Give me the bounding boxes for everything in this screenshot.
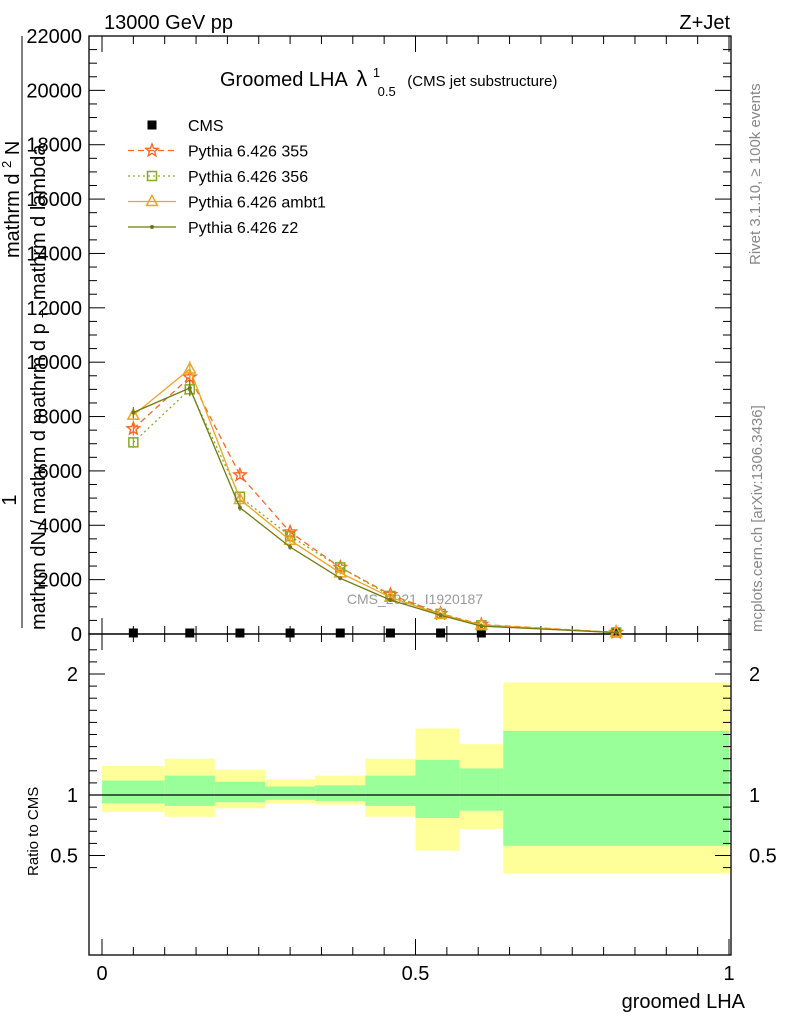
data-point: [288, 545, 293, 550]
data-point: [147, 120, 157, 130]
y-tick-label: 0: [71, 624, 82, 646]
title-symbol: λ: [356, 66, 367, 91]
x-axis-label: groomed LHA: [622, 991, 746, 1013]
data-point: [388, 598, 393, 603]
y-tick-label: 14000: [26, 243, 82, 265]
y-tick-label: 12000: [26, 298, 82, 320]
legend-label: Pythia 6.426 355: [188, 144, 308, 161]
data-point: [126, 407, 141, 420]
data-point: [183, 361, 197, 374]
ratio-band-inner-7: [459, 768, 504, 811]
data-point: [479, 624, 484, 629]
energy-label: 13000 GeV pp: [104, 12, 233, 34]
y-tick-label: 16000: [26, 189, 82, 211]
y-tick-label: 20000: [26, 80, 82, 102]
analysis-watermark: CMS_2021_I1920187: [347, 591, 483, 607]
ylabel-one: 1: [0, 494, 21, 505]
y-tick-label: 4000: [38, 515, 83, 537]
ratio-band-inner-8: [503, 730, 729, 846]
ratio-y-tick-label-right: 0.5: [749, 846, 777, 868]
rivet-label: Rivet 3.1.10, ≥ 100k events: [747, 83, 764, 265]
legend-entry-1: Pythia 6.426 355: [128, 142, 308, 161]
data-point: [232, 466, 248, 482]
ratio-y-label: Ratio to CMS: [25, 787, 42, 876]
y-tick-label: 6000: [38, 461, 83, 483]
data-point: [233, 491, 247, 505]
y-tick-label: 8000: [38, 407, 83, 429]
data-point: [335, 628, 345, 638]
data-point: [187, 386, 192, 391]
main-frame: [88, 35, 732, 635]
data-point: [145, 193, 159, 207]
data-point: [385, 628, 395, 638]
ylabel-numerator: mathrm d 2 N: [0, 141, 24, 258]
data-point: [438, 613, 443, 618]
ratio-band-inner-1: [164, 775, 215, 806]
data-point: [150, 225, 154, 229]
title-main: Groomed LHA: [220, 69, 348, 91]
ylabel-denominator: mathrm dN / mathrm d mathrm d p T mathrm…: [28, 144, 56, 630]
data-point: [476, 628, 486, 638]
x-axis: 0 0.5 1: [96, 36, 735, 985]
x-tick-label: 0.5: [402, 963, 430, 985]
legend-label: Pythia 6.426 356: [188, 169, 308, 186]
process-label: Z+Jet: [679, 12, 730, 34]
ratio-band-inner-6: [415, 759, 460, 818]
ratio-band-inner-0: [102, 780, 165, 804]
data-point: [128, 628, 138, 638]
data-point: [146, 170, 158, 182]
x-tick-label: 0: [96, 963, 107, 985]
title-sub: 0.5: [378, 84, 396, 99]
ratio-y-tick-label-right: 1: [749, 785, 760, 807]
series-pythia-6-426-z2: [131, 379, 619, 635]
data-point: [185, 628, 195, 638]
legend-label: CMS: [188, 118, 224, 135]
ratio-band-inner-2: [214, 781, 266, 803]
data-point: [436, 628, 446, 638]
title-sup: 1: [373, 65, 380, 80]
data-point: [474, 617, 489, 630]
legend-entry-4: Pythia 6.426 z2: [128, 220, 298, 237]
main-y-label: 1 mathrm dN / mathrm d mathrm d p T math…: [0, 36, 56, 630]
data-point: [609, 624, 623, 638]
data-point: [131, 410, 136, 415]
ratio-bands: [102, 682, 729, 874]
ratio-band-inner-3: [265, 786, 316, 800]
legend-label: Pythia 6.426 ambt1: [188, 195, 326, 212]
data-point: [237, 505, 242, 510]
data-point: [338, 576, 343, 581]
series-line: [132, 388, 617, 634]
ratio-y-tick-label-left: 2: [67, 664, 78, 686]
y-tick-label: 10000: [26, 352, 82, 374]
mcplots-label: mcplots.cern.ch [arXiv:1306.3436]: [749, 405, 766, 632]
data-point: [143, 142, 161, 158]
series-layer: [125, 360, 625, 640]
title-suffix: (CMS jet substructure): [407, 73, 557, 90]
data-point: [283, 532, 297, 545]
ratio-band-inner-4: [315, 785, 366, 802]
ratio-y-tick-label-left: 0.5: [50, 846, 78, 868]
legend-entry-3: Pythia 6.426 ambt1: [128, 193, 326, 212]
data-point: [433, 606, 448, 620]
chart-title: Groomed LHA λ 1 0.5 (CMS jet substructur…: [220, 60, 557, 101]
main-y-axis: 0 2000 4000 6000 8000 10000 12000 14000 16000 180…: [26, 26, 731, 646]
y-tick-label: 18000: [26, 135, 82, 157]
ratio-band-inner-5: [365, 775, 416, 806]
data-point: [128, 437, 139, 448]
y-tick-label: 2000: [38, 570, 83, 592]
ratio-y-axis: 0.5 0.5 1 1 2 2: [50, 649, 777, 869]
data-point: [235, 628, 245, 638]
legend: CMS Pythia 6.426 355 Pythia 6.426 356 Pythi…: [128, 118, 326, 237]
legend-entry-2: Pythia 6.426 356: [128, 169, 308, 186]
ratio-y-tick-label-right: 2: [749, 664, 760, 686]
y-tick-label: 22000: [26, 26, 82, 48]
data-point: [285, 628, 295, 638]
x-tick-label: 1: [723, 963, 734, 985]
ratio-y-tick-label-left: 1: [67, 785, 78, 807]
legend-entry-0: CMS: [147, 118, 224, 135]
data-point: [125, 420, 142, 436]
legend-label: Pythia 6.426 z2: [188, 220, 298, 237]
data-point: [614, 630, 619, 635]
